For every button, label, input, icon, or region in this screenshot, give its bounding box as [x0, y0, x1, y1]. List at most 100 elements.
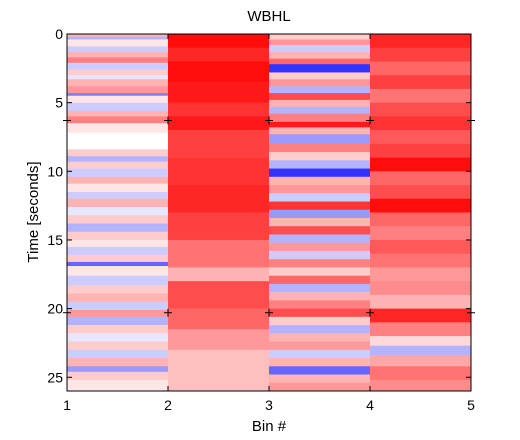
heatmap-cell-bin1-row46: [67, 358, 168, 367]
heatmap-cell-bin4-row19: [370, 281, 471, 295]
heatmap-cell-bin1-row26: [67, 199, 168, 208]
heatmap-cell-bin3-row25: [269, 210, 370, 219]
heatmap-cell-bin1-row18: [67, 133, 168, 150]
heatmap-cell-bin1-row16: [67, 116, 168, 123]
heatmap-cell-bin2-row8: [168, 158, 269, 186]
heatmap-cell-bin1-row33: [67, 255, 168, 262]
heatmap-cell-bin1-row15: [67, 111, 168, 117]
heatmap-cell-bin1-row35: [67, 266, 168, 276]
heatmap-cell-bin1-row13: [67, 96, 168, 103]
heatmap-cell-bin1-row48: [67, 372, 168, 381]
heatmap-cell-bin1-row4: [67, 46, 168, 52]
heatmap-cell-bin4-row8: [370, 130, 471, 144]
heatmap-cell-bin3-row19: [269, 160, 370, 169]
heatmap-cell-bin1-row11: [67, 86, 168, 93]
y-tick-label-10: 10: [47, 163, 63, 179]
heatmap-cell-bin3-row8: [269, 79, 370, 86]
heatmap-cell-bin1-row9: [67, 75, 168, 79]
heatmap-cell-bin1-row3: [67, 39, 168, 46]
heatmap-cell-bin4-row15: [370, 226, 471, 240]
heatmap-cell-bin4-row1: [370, 34, 471, 48]
heatmap-cell-bin3-row15: [269, 127, 370, 134]
heatmap-cell-bin4-row12: [370, 185, 471, 199]
heatmap-cell-bin4-row26: [370, 366, 471, 380]
heatmap-cell-bin3-row10: [269, 93, 370, 100]
heatmap-cell-bin3-row5: [269, 59, 370, 65]
heatmap-cell-bin3-row21: [269, 177, 370, 186]
x-axis-label: Bin #: [252, 418, 287, 435]
heatmap-cell-bin1-row24: [67, 184, 168, 193]
heatmap-cell-bin2-row9: [168, 185, 269, 213]
heatmap-cell-bin4-row16: [370, 240, 471, 254]
heatmap-cell-bin4-row17: [370, 254, 471, 268]
heatmap-cell-bin3-row39: [269, 325, 370, 334]
chart-title: WBHL: [247, 8, 290, 25]
heatmap-cell-bin4-row23: [370, 336, 471, 346]
y-tick-label-5: 5: [55, 95, 63, 111]
heatmap-cell-bin4-row4: [370, 75, 471, 89]
heatmap-cell-bin1-row32: [67, 247, 168, 256]
heatmap-cell-bin3-row24: [269, 202, 370, 211]
heatmap-cell-bin3-row31: [269, 259, 370, 268]
heatmap-cell-bin3-row13: [269, 114, 370, 123]
heatmap-cell-bin4-row24: [370, 346, 471, 356]
heatmap-cell-bin1-row29: [67, 223, 168, 232]
heatmap-cell-bin2-row15: [168, 329, 269, 350]
heatmap-cell-bin2-row1: [168, 34, 269, 48]
heatmap-cell-bin4-row20: [370, 295, 471, 309]
heatmap-cell-bin2-row7: [168, 130, 269, 158]
heatmap-cell-bin3-row32: [269, 267, 370, 276]
heatmap-cell-bin3-row3: [269, 45, 370, 52]
heatmap-cell-bin3-row17: [269, 144, 370, 153]
heatmap-cell-bin3-row27: [269, 226, 370, 235]
heatmap-cell-bin3-row4: [269, 52, 370, 59]
y-tick-label-0: 0: [55, 26, 63, 42]
heatmap-cell-bin4-row22: [370, 322, 471, 336]
heatmap-cell-bin4-row2: [370, 48, 471, 62]
heatmap-cell-bin1-row44: [67, 342, 168, 351]
heatmap-cell-bin4-row21: [370, 309, 471, 323]
heatmap-cell-bin1-row22: [67, 169, 168, 178]
heatmap-cell-bin1-row20: [67, 156, 168, 162]
heatmap-cell-bin2-row11: [168, 240, 269, 268]
heatmap-cell-bin3-row26: [269, 218, 370, 227]
heatmap-cell-bin4-row3: [370, 61, 471, 75]
heatmap-cell-bin3-row36: [269, 300, 370, 309]
heatmap-cell-bin1-row40: [67, 310, 168, 317]
heatmap-cell-bin4-row9: [370, 144, 471, 158]
heatmap-cell-bin3-row22: [269, 185, 370, 194]
heatmap-cell-bin1-row21: [67, 162, 168, 169]
heatmap-cell-bin2-row2: [168, 48, 269, 62]
heatmap-cell-bin1-row42: [67, 325, 168, 334]
heatmap-cell-bin1-row8: [67, 70, 168, 76]
heatmap-cell-bin3-row41: [269, 342, 370, 351]
heatmap-cell-bin1-row14: [67, 103, 168, 112]
heatmap-cell-bin3-row28: [269, 234, 370, 243]
heatmap-cell-bin3-row14: [269, 122, 370, 128]
heatmap-cell-bin1-row34: [67, 262, 168, 266]
heatmap-cell-bin2-row3: [168, 61, 269, 82]
heatmap-cell-bin1-row36: [67, 276, 168, 286]
heatmap-cell-bin3-row30: [269, 251, 370, 260]
heatmap-cell-bin2-row10: [168, 213, 269, 241]
heatmap-cell-bin3-row18: [269, 152, 370, 161]
heatmap-cell-bin4-row5: [370, 89, 471, 103]
heatmap-cell-bin3-row45: [269, 375, 370, 384]
y-tick-label-25: 25: [47, 369, 63, 385]
y-axis-label: Time [seconds]: [25, 161, 42, 262]
y-tick-label-15: 15: [47, 232, 63, 248]
heatmap-cell-bin1-row25: [67, 192, 168, 199]
x-tick-label-3: 3: [265, 397, 273, 413]
heatmap-cell-bin3-row42: [269, 350, 370, 359]
heatmap-cell-bin3-row35: [269, 292, 370, 301]
heatmap-cell-bin1-row6: [67, 57, 168, 63]
heatmap-cell-bin4-row27: [370, 380, 471, 391]
y-tick-label-20: 20: [47, 301, 63, 317]
heatmap-cell-bin2-row5: [168, 103, 269, 117]
heatmap-cell-bin3-row6: [269, 64, 370, 73]
heatmap-cell-bin1-row17: [67, 123, 168, 133]
heatmap-cell-bin3-row2: [269, 39, 370, 45]
heatmap-cell-bin4-row7: [370, 116, 471, 130]
heatmap-cell-bin3-row20: [269, 169, 370, 178]
